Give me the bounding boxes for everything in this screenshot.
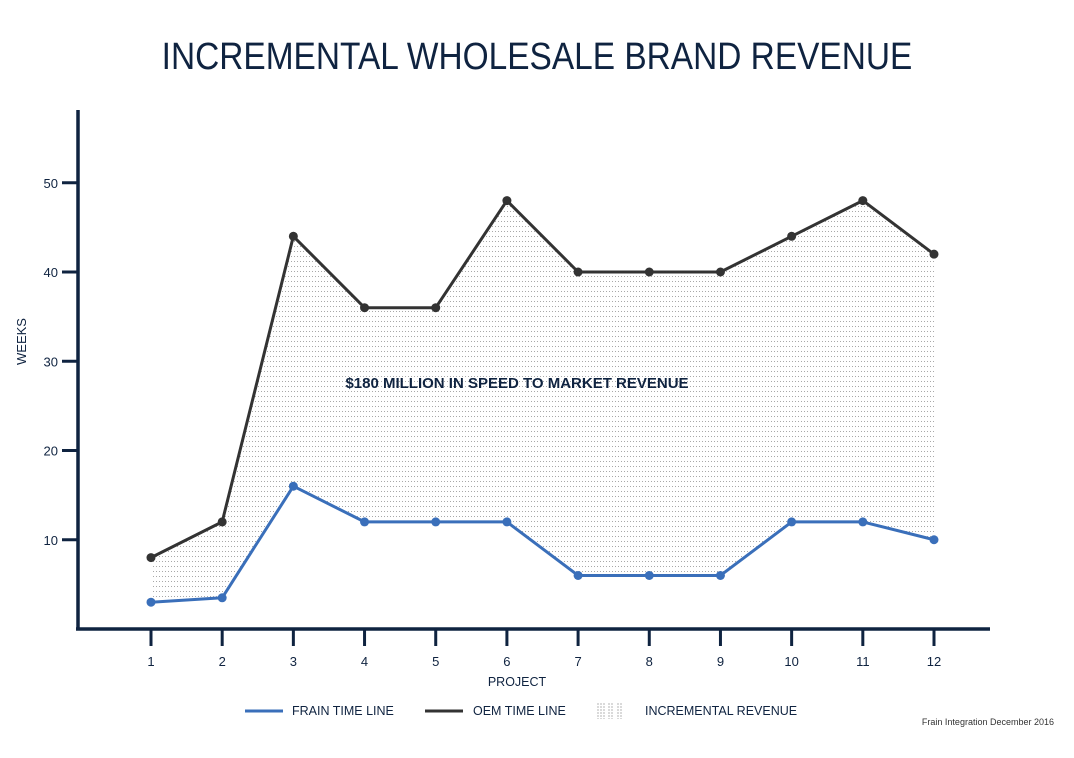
y-axis-label: WEEKS <box>14 318 29 365</box>
data-point <box>858 517 868 527</box>
legend-item-2: INCREMENTAL REVENUE <box>597 703 797 719</box>
x-axis-label: PROJECT <box>488 675 547 689</box>
y-tick-label: 10 <box>44 533 58 548</box>
data-point <box>929 535 939 545</box>
data-point <box>217 593 227 603</box>
data-point <box>217 517 227 527</box>
x-tick-label: 5 <box>432 654 439 669</box>
legend-item-1: OEM TIME LINE <box>425 704 566 718</box>
x-tick-label: 11 <box>856 654 870 669</box>
y-tick-label: 40 <box>44 265 58 280</box>
x-tick-label: 4 <box>361 654 368 669</box>
x-tick-label: 2 <box>219 654 226 669</box>
data-point <box>288 231 298 241</box>
data-point <box>644 267 654 277</box>
x-tick-label: 10 <box>784 654 798 669</box>
x-tick-label: 8 <box>646 654 653 669</box>
data-point <box>360 303 370 313</box>
data-point <box>573 267 583 277</box>
y-tick-label: 50 <box>44 176 58 191</box>
data-point <box>787 231 797 241</box>
chart-title: INCREMENTAL WHOLESALE BRAND REVENUE <box>161 36 913 78</box>
data-point <box>929 249 939 259</box>
frain-time-line <box>146 481 939 607</box>
data-point <box>288 481 298 491</box>
y-tick-label: 30 <box>44 354 58 369</box>
annotation-text: $180 MILLION IN SPEED TO MARKET REVENUE <box>345 375 688 392</box>
data-point <box>146 597 156 607</box>
legend: FRAIN TIME LINE OEM TIME LINE INCREMENTAL … <box>245 703 797 719</box>
data-point <box>502 196 512 206</box>
legend-swatch-pattern <box>597 703 622 719</box>
data-point <box>715 267 725 277</box>
data-point <box>715 570 725 580</box>
x-tick-label: 7 <box>574 654 581 669</box>
data-point <box>431 303 441 313</box>
data-point <box>146 553 156 563</box>
data-point <box>502 517 512 527</box>
data-point <box>787 517 797 527</box>
legend-item-0: FRAIN TIME LINE <box>245 704 394 718</box>
data-point <box>858 196 868 206</box>
y-tick-label: 20 <box>44 444 58 459</box>
oem-time-line <box>146 196 939 563</box>
data-point <box>573 570 583 580</box>
incremental-revenue-area <box>151 200 934 603</box>
x-tick-label: 3 <box>290 654 297 669</box>
x-tick-label: 9 <box>717 654 724 669</box>
legend-label: INCREMENTAL REVENUE <box>645 704 797 718</box>
credit-text: Frain Integration December 2016 <box>921 717 1054 727</box>
data-point <box>431 517 441 527</box>
x-tick-label: 12 <box>927 654 941 669</box>
data-point <box>360 517 370 527</box>
legend-label: FRAIN TIME LINE <box>292 704 394 718</box>
x-tick-label: 1 <box>147 654 154 669</box>
x-tick-label: 6 <box>503 654 510 669</box>
data-point <box>644 570 654 580</box>
legend-label: OEM TIME LINE <box>473 704 566 718</box>
